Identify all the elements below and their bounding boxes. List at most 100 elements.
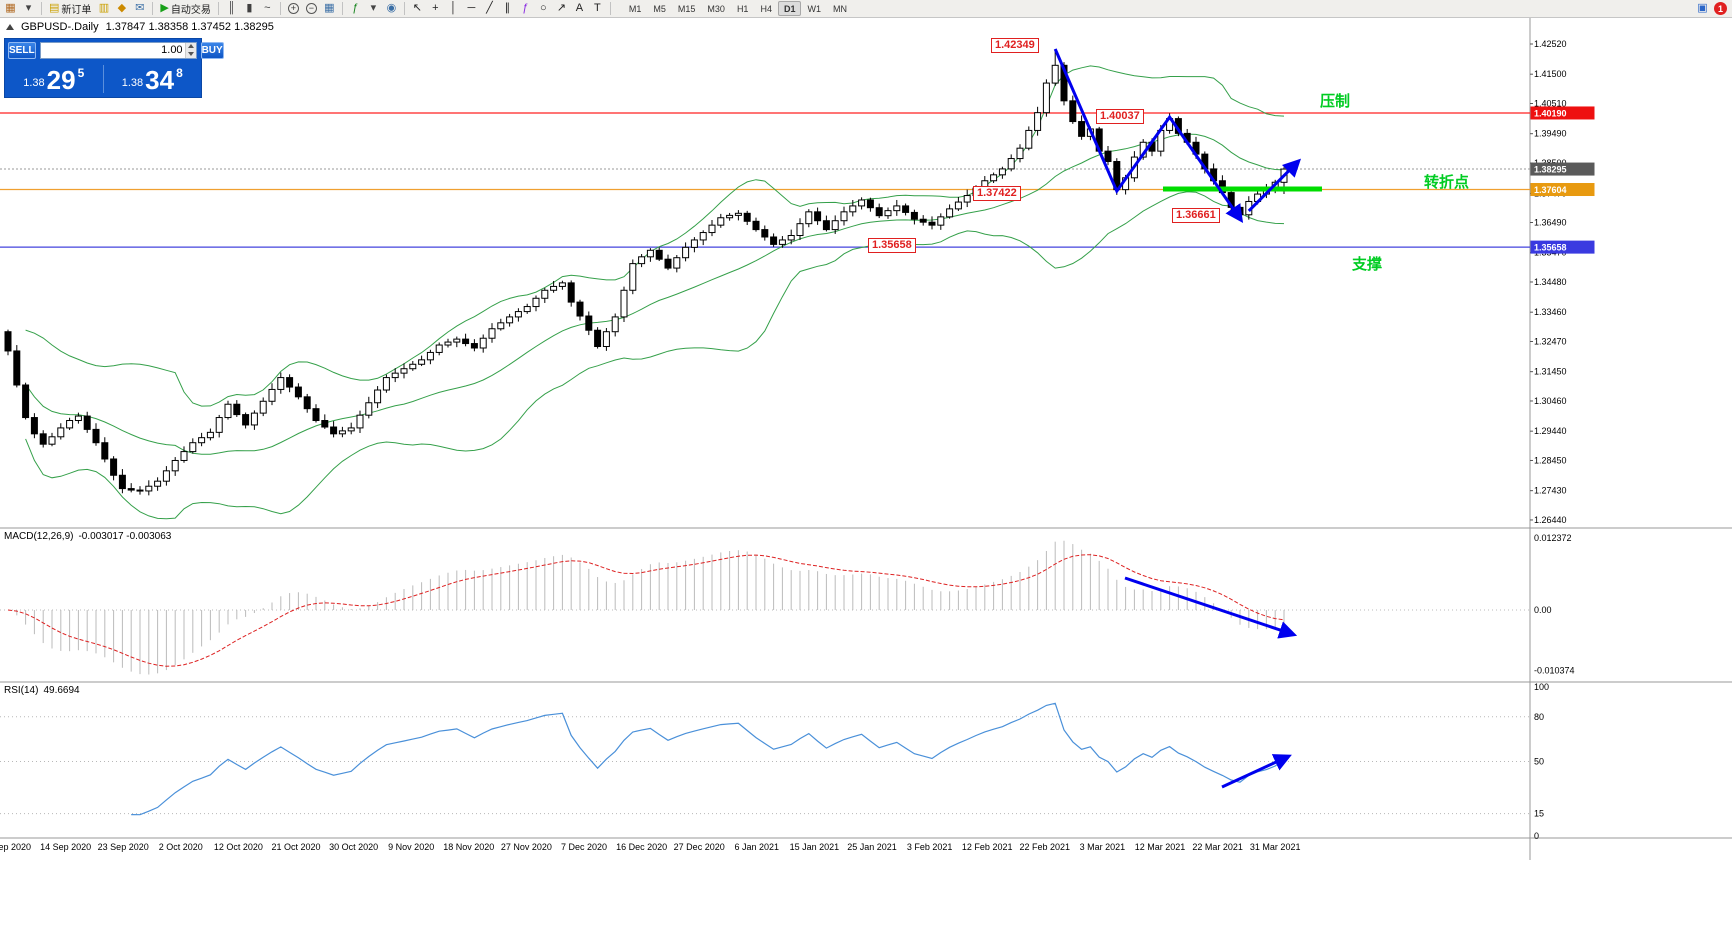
- timeframe-h4[interactable]: H4: [760, 3, 772, 14]
- chart-files-icon[interactable]: ▥: [95, 1, 112, 17]
- text-tool-button[interactable]: A: [571, 1, 588, 17]
- vertical-line-tool-button[interactable]: │: [445, 1, 462, 17]
- time-axis[interactable]: 8 Sep 2020 14 Sep 2020 23 Sep 2020 2 Oct 20…: [0, 842, 1300, 852]
- price-callout[interactable]: 1.35658: [868, 238, 916, 253]
- tile-windows-button[interactable]: ▦: [321, 1, 338, 17]
- zigzag-arrow[interactable]: [1053, 48, 1244, 224]
- crosshair-tool-button[interactable]: +: [427, 1, 444, 17]
- timeframe-m15[interactable]: M15: [677, 3, 696, 14]
- community-icon[interactable]: ▣: [1694, 1, 1711, 17]
- macd-axis-label: 0.00: [1534, 605, 1552, 615]
- candle-body: [752, 220, 760, 231]
- volume-field[interactable]: [39, 41, 197, 59]
- arrows-tool-button[interactable]: ↗: [553, 1, 570, 17]
- chart-dropdown-icon[interactable]: ▾: [20, 1, 37, 17]
- support-note[interactable]: 支撑: [1352, 256, 1383, 273]
- buy-button[interactable]: BUY: [200, 41, 224, 59]
- fibonacci-tool-button[interactable]: ƒ: [517, 1, 534, 17]
- volume-increase-button[interactable]: [185, 42, 196, 50]
- price-axis-label: 1.39490: [1534, 129, 1567, 139]
- candle-body: [1051, 64, 1059, 84]
- timeframe-m1[interactable]: M1: [628, 3, 642, 14]
- volume-decrease-button[interactable]: [185, 50, 196, 58]
- price-callout[interactable]: 1.42349: [991, 38, 1039, 53]
- candle-body: [682, 246, 690, 259]
- timeframe-h1[interactable]: H1: [736, 3, 749, 14]
- support-line-tag: 1.35658: [1530, 240, 1595, 254]
- mailbox-icon[interactable]: ✉: [131, 1, 148, 17]
- panel-borders: [0, 18, 1732, 860]
- rsi-trend-arrow[interactable]: [1221, 754, 1292, 789]
- price-axis-label: 1.30460: [1534, 396, 1567, 406]
- zoom-out-button[interactable]: −: [303, 1, 320, 17]
- candle-body: [884, 210, 892, 217]
- candle-body: [101, 442, 109, 460]
- objects-button-glyph: ◉: [386, 2, 397, 14]
- new-order-button[interactable]: ▤ 新订单: [46, 1, 94, 17]
- time-axis-label: 12 Oct 2020: [214, 842, 263, 852]
- candle-body: [928, 221, 936, 226]
- notifications-badge[interactable]: 1: [1714, 2, 1727, 15]
- candle-body: [602, 331, 610, 348]
- candle-body: [1104, 150, 1112, 163]
- trendline-tool-button[interactable]: ╱: [481, 1, 498, 17]
- autotrading-button[interactable]: ▶ 自动交易: [157, 1, 213, 17]
- toolbar-separator: [341, 2, 343, 15]
- pivot-note[interactable]: 转折点: [1424, 174, 1470, 191]
- candle-body: [382, 377, 390, 391]
- candle-body: [92, 428, 100, 444]
- candle-body: [22, 384, 30, 419]
- bar-chart-type-button[interactable]: ║: [223, 1, 240, 17]
- collapse-panel-icon[interactable]: [6, 24, 14, 30]
- objects-button[interactable]: ◉: [383, 1, 400, 17]
- indicators-dropdown-icon[interactable]: ▾: [365, 1, 382, 17]
- timeframe-w1[interactable]: W1: [807, 3, 821, 14]
- candle-body: [356, 414, 364, 429]
- arrows-tool-button-glyph: ↗: [556, 2, 566, 14]
- new-chart-button[interactable]: ▦: [2, 1, 19, 17]
- resistance-line-tag: 1.40190: [1530, 106, 1595, 120]
- candle-body: [1025, 129, 1033, 149]
- sell-button[interactable]: SELL: [8, 41, 36, 59]
- price-axis[interactable]: 1.425201.415001.405101.394901.385001.374…: [1530, 39, 1595, 841]
- resistance-note[interactable]: 压制: [1320, 93, 1351, 110]
- alerts-icon[interactable]: ◆: [113, 1, 130, 17]
- candlestick-chart-type-button[interactable]: ▮: [241, 1, 258, 17]
- horizontal-line-tool-button[interactable]: ─: [463, 1, 480, 17]
- zoom-in-button[interactable]: +: [285, 1, 302, 17]
- candle-body: [74, 415, 82, 422]
- price-axis-label: 1.33460: [1534, 307, 1567, 317]
- indicators-button[interactable]: ƒ: [347, 1, 364, 17]
- breakout-arrow[interactable]: [1247, 158, 1302, 213]
- macd-trend-arrow[interactable]: [1124, 576, 1298, 639]
- text-label-tool-button[interactable]: T: [589, 1, 606, 17]
- candle-body: [426, 351, 434, 361]
- shapes-tool-button[interactable]: ○: [535, 1, 552, 17]
- shapes-tool-button-glyph: ○: [540, 2, 547, 14]
- cursor-tool-button[interactable]: ↖: [409, 1, 426, 17]
- candle-body: [470, 343, 478, 349]
- candle-body: [778, 239, 786, 245]
- channel-tool-button[interactable]: ∥: [499, 1, 516, 17]
- price-callout[interactable]: 1.40037: [1096, 109, 1144, 124]
- price-callout[interactable]: 1.36661: [1172, 208, 1220, 223]
- volume-spinner: [184, 42, 196, 58]
- timeframe-m30[interactable]: M30: [707, 3, 725, 14]
- price-divider: [102, 65, 104, 93]
- timeframe-mn[interactable]: MN: [832, 3, 847, 14]
- timeframe-m5[interactable]: M5: [653, 3, 666, 14]
- price-callout[interactable]: 1.37422: [973, 186, 1021, 201]
- time-axis-label: 6 Jan 2021: [735, 842, 780, 852]
- sell-price-display[interactable]: 1.38 29 5: [5, 61, 103, 97]
- line-chart-type-button[interactable]: ~: [259, 1, 276, 17]
- volume-input[interactable]: [40, 42, 185, 58]
- alerts-icon-glyph: ◆: [117, 2, 127, 14]
- time-axis-label: 16 Dec 2020: [616, 842, 667, 852]
- buy-price-display[interactable]: 1.38 34 8: [104, 61, 202, 97]
- price-axis-label: 1.28450: [1534, 455, 1567, 465]
- timeframe-d1[interactable]: D1: [777, 1, 802, 16]
- bar-chart-type-button-glyph: ║: [227, 2, 236, 14]
- svg-text:1.40190: 1.40190: [1534, 108, 1567, 118]
